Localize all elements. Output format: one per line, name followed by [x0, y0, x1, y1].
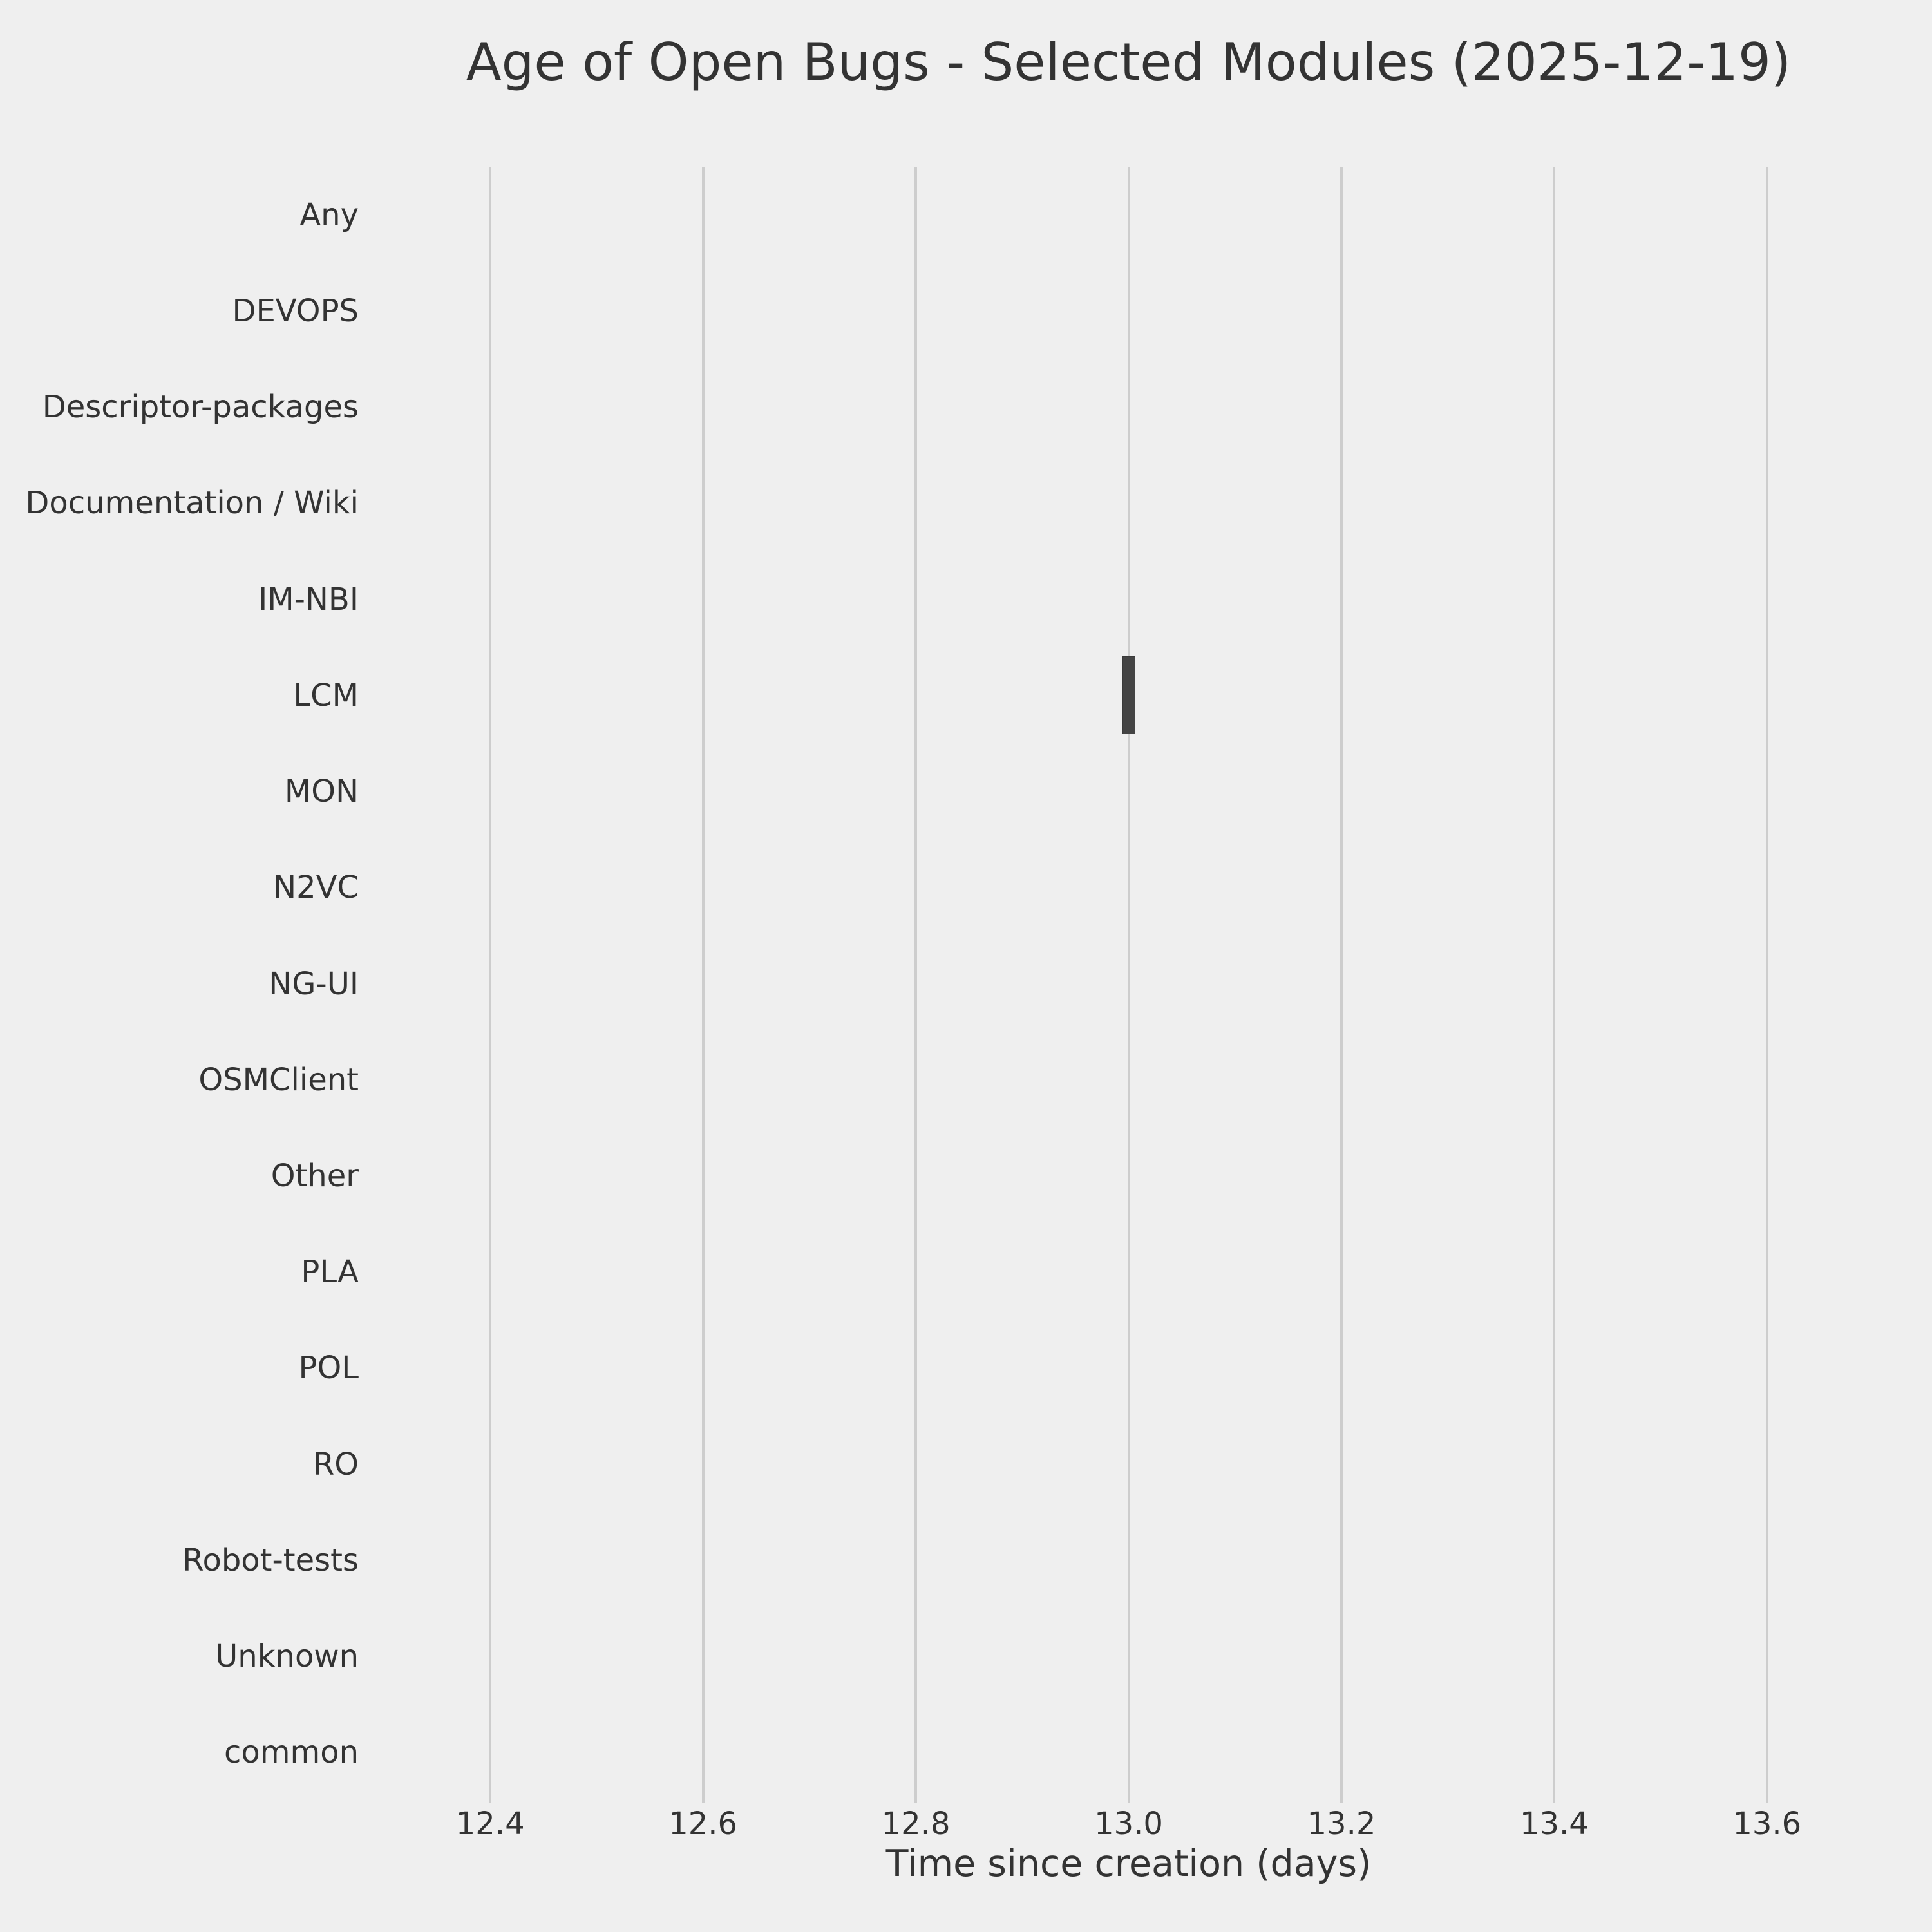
- y-category-label-common: common: [223, 1734, 359, 1771]
- x-tick-label-12.6: 12.6: [668, 1806, 738, 1842]
- y-category-label-documentation-wiki: Documentation / Wiki: [25, 485, 359, 522]
- y-category-label-n2vc: N2VC: [273, 869, 359, 906]
- x-tick-label-12.4: 12.4: [455, 1806, 525, 1842]
- y-category-label-robot-tests: Robot-tests: [182, 1542, 359, 1578]
- y-category-label-any: Any: [299, 196, 359, 233]
- y-category-label-osmclient: OSMClient: [198, 1061, 359, 1098]
- y-category-label-ro: RO: [312, 1446, 359, 1482]
- plot-area: [384, 167, 1873, 1803]
- boxplot-box-lcm: [1122, 657, 1135, 734]
- x-tick-label-13.2: 13.2: [1307, 1806, 1376, 1842]
- x-tick-label-13.6: 13.6: [1732, 1806, 1802, 1842]
- x-tick-label-13.0: 13.0: [1094, 1806, 1163, 1842]
- y-category-label-ng-ui: NG-UI: [269, 965, 359, 1002]
- gridline-x-13.6: [1765, 167, 1768, 1803]
- y-category-label-unknown: Unknown: [215, 1638, 359, 1675]
- y-category-label-lcm: LCM: [293, 677, 359, 714]
- gridline-x-13.2: [1340, 167, 1343, 1803]
- gridline-x-13.4: [1553, 167, 1556, 1803]
- gridline-x-12.6: [701, 167, 705, 1803]
- x-axis-title: Time since creation (days): [886, 1842, 1372, 1885]
- x-tick-label-13.4: 13.4: [1519, 1806, 1589, 1842]
- gridline-x-12.4: [489, 167, 492, 1803]
- y-category-label-other: Other: [270, 1157, 359, 1194]
- gridline-x-13.0: [1127, 167, 1130, 1803]
- gridline-x-12.8: [914, 167, 918, 1803]
- x-tick-label-12.8: 12.8: [881, 1806, 951, 1842]
- y-category-label-mon: MON: [284, 773, 359, 810]
- y-category-label-pol: POL: [298, 1350, 359, 1387]
- y-category-label-descriptor-packages: Descriptor-packages: [42, 389, 359, 426]
- chart-title: Age of Open Bugs - Selected Modules (202…: [466, 32, 1792, 92]
- y-category-label-devops: DEVOPS: [232, 292, 359, 329]
- y-category-label-pla: PLA: [301, 1254, 359, 1291]
- y-category-label-im-nbi: IM-NBI: [258, 581, 359, 618]
